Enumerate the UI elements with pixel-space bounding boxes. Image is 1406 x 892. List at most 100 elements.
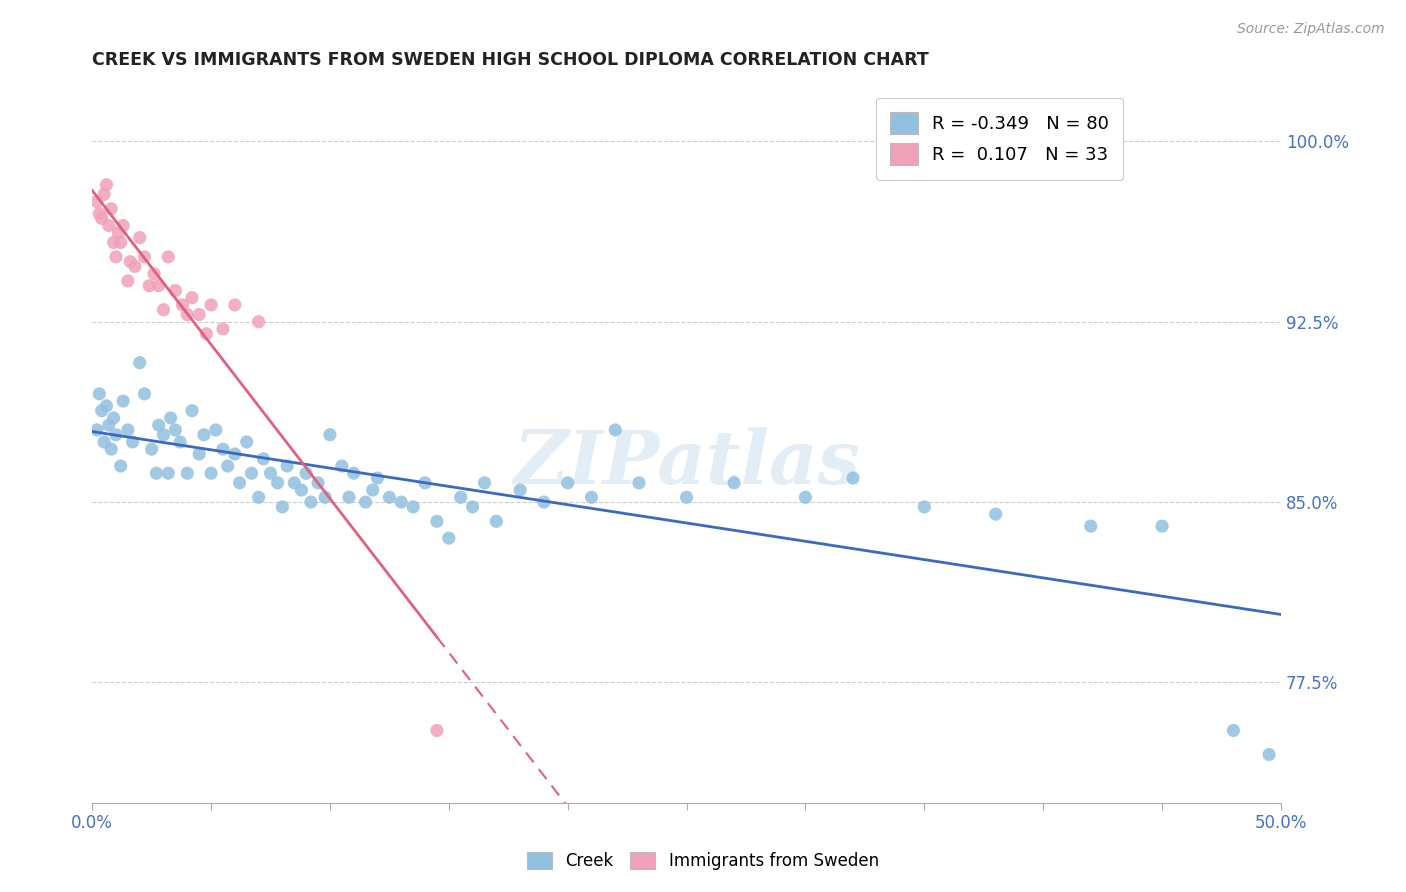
Point [337, 490, 360, 504]
Point [437, 531, 460, 545]
Point [93, 434, 115, 449]
Point [188, 447, 211, 461]
Point [1258, 747, 1281, 762]
Point [134, 387, 156, 401]
Point [128, 356, 150, 370]
Point [152, 302, 174, 317]
Point [188, 308, 211, 322]
Text: Source: ZipAtlas.com: Source: ZipAtlas.com [1237, 22, 1385, 37]
Point [217, 458, 239, 473]
Point [96, 178, 118, 192]
Point [96, 399, 118, 413]
Point [100, 442, 122, 457]
Point [152, 427, 174, 442]
Point [90, 403, 112, 417]
Point [204, 423, 226, 437]
Point [86, 194, 108, 209]
Point [247, 315, 270, 329]
Point [148, 278, 170, 293]
Point [240, 467, 263, 481]
Point [176, 467, 198, 481]
Point [120, 254, 142, 268]
Point [110, 458, 132, 473]
Point [984, 507, 1007, 521]
Point [143, 267, 166, 281]
Point [723, 475, 745, 490]
Point [117, 423, 139, 437]
Point [295, 467, 318, 481]
Point [181, 403, 204, 417]
Point [271, 500, 294, 514]
Point [485, 514, 508, 528]
Point [299, 495, 322, 509]
Point [450, 490, 472, 504]
Point [117, 274, 139, 288]
Point [90, 211, 112, 226]
Point [235, 434, 257, 449]
Point [104, 250, 127, 264]
Point [509, 483, 531, 497]
Point [200, 467, 222, 481]
Point [172, 298, 194, 312]
Point [228, 475, 250, 490]
Point [319, 427, 342, 442]
Point [124, 260, 146, 274]
Point [361, 483, 384, 497]
Legend: Creek, Immigrants from Sweden: Creek, Immigrants from Sweden [520, 845, 886, 877]
Point [212, 322, 235, 336]
Legend: R = -0.349   N = 80, R =  0.107   N = 33: R = -0.349 N = 80, R = 0.107 N = 33 [876, 97, 1123, 179]
Point [121, 434, 143, 449]
Point [103, 411, 125, 425]
Point [330, 458, 353, 473]
Point [426, 514, 449, 528]
Point [1222, 723, 1244, 738]
Point [247, 490, 270, 504]
Point [1152, 519, 1174, 533]
Point [378, 490, 401, 504]
Point [176, 308, 198, 322]
Point [89, 206, 111, 220]
Y-axis label: High School Diploma: High School Diploma [0, 362, 7, 522]
Point [169, 434, 191, 449]
Point [97, 219, 120, 233]
Point [276, 458, 298, 473]
Point [224, 298, 246, 312]
Point [581, 490, 603, 504]
Point [100, 202, 122, 216]
Point [354, 495, 377, 509]
Point [605, 423, 627, 437]
Point [343, 467, 366, 481]
Point [103, 235, 125, 250]
Point [104, 427, 127, 442]
Point [93, 187, 115, 202]
Point [193, 427, 215, 442]
Point [138, 278, 160, 293]
Point [912, 500, 935, 514]
Point [107, 226, 129, 240]
Point [402, 500, 425, 514]
Point [389, 495, 412, 509]
Point [159, 411, 181, 425]
Point [842, 471, 865, 485]
Point [627, 475, 650, 490]
Point [157, 250, 180, 264]
Point [157, 467, 180, 481]
Point [794, 490, 817, 504]
Point [212, 442, 235, 457]
Point [307, 475, 329, 490]
Text: ZIPatlas: ZIPatlas [513, 427, 860, 500]
Point [145, 467, 167, 481]
Point [1080, 519, 1102, 533]
Point [112, 219, 135, 233]
Point [283, 475, 305, 490]
Point [461, 500, 484, 514]
Point [128, 230, 150, 244]
Point [252, 451, 274, 466]
Point [89, 387, 111, 401]
Point [413, 475, 436, 490]
Point [110, 235, 132, 250]
Point [266, 475, 288, 490]
Point [533, 495, 555, 509]
Point [366, 471, 388, 485]
Point [200, 298, 222, 312]
